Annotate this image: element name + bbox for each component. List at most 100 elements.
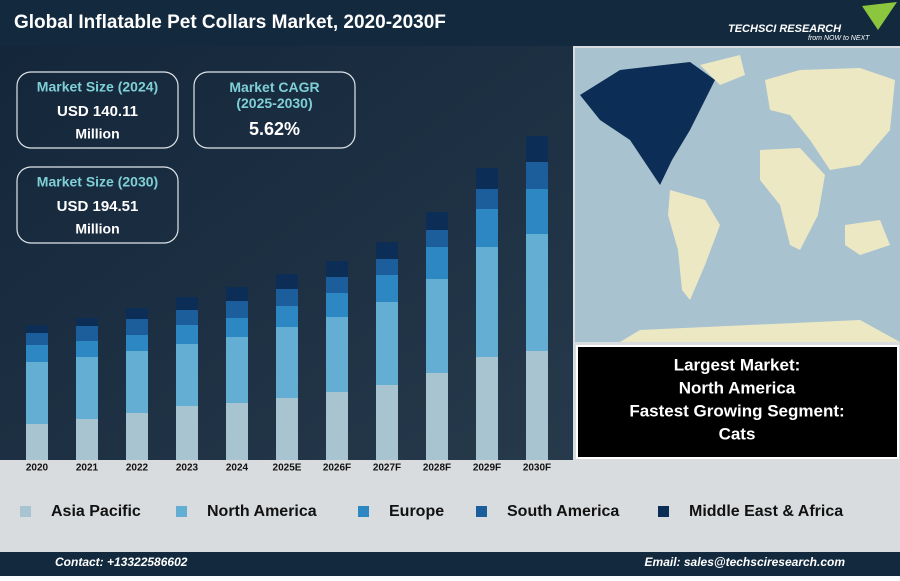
map	[575, 48, 900, 342]
bar-segment	[226, 318, 248, 337]
bar-segment	[526, 234, 548, 351]
map-north-america	[580, 62, 715, 185]
info-line: Cats	[719, 424, 756, 443]
bar-segment	[26, 333, 48, 345]
x-tick-label: 2026F	[323, 463, 351, 474]
bar-segment	[76, 341, 98, 357]
header-bar	[0, 0, 900, 46]
x-tick-label: 2020	[26, 463, 49, 474]
bar-segment	[226, 403, 248, 460]
bar-segment	[76, 318, 98, 326]
bar-segment	[26, 325, 48, 333]
legend-label: South America	[507, 503, 619, 520]
bar-segment	[476, 168, 498, 189]
bar-segment	[276, 274, 298, 289]
map-south-america	[668, 190, 720, 300]
bar-segment	[76, 326, 98, 341]
map-antarctica	[620, 320, 900, 342]
legend-label: Europe	[389, 503, 444, 520]
bar-segment	[426, 247, 448, 279]
stat-unit: Million	[75, 126, 119, 142]
bar-segment	[126, 308, 148, 319]
x-tick-label: 2021	[76, 463, 99, 474]
x-tick-label: 2028F	[423, 463, 451, 474]
x-tick-label: 2023	[176, 463, 199, 474]
x-tick-label: 2022	[126, 463, 149, 474]
info-line: Largest Market:	[674, 355, 801, 374]
bar-segment	[26, 345, 48, 362]
logo: TECHSCI RESEARCH	[728, 23, 842, 35]
bar-segment	[326, 277, 348, 293]
bar-segment	[526, 351, 548, 460]
bar-segment	[426, 230, 448, 247]
info-line: North America	[679, 378, 796, 397]
x-tick-label: 2030F	[523, 463, 551, 474]
logo-tagline: from NOW to NEXT	[808, 35, 870, 42]
bar-segment	[526, 162, 548, 189]
bar-segment	[426, 373, 448, 460]
bar-segment	[376, 259, 398, 275]
stat-box	[193, 71, 356, 149]
bar-segment	[426, 279, 448, 373]
legend-label: North America	[207, 503, 317, 520]
legend-swatch	[358, 506, 369, 517]
bar-segment	[276, 306, 298, 327]
footer-bar	[0, 552, 900, 576]
logo-icon	[862, 2, 897, 30]
bar-segment	[26, 424, 48, 460]
legend-swatch	[176, 506, 187, 517]
stat-label: Market CAGR (2025-2030)	[229, 79, 319, 111]
bar-segment	[176, 310, 198, 325]
title: Global Inflatable Pet Collars Market, 20…	[14, 12, 446, 33]
bar-segment	[376, 302, 398, 385]
x-tick-label: 2029F	[473, 463, 501, 474]
bar-segment	[126, 319, 148, 335]
map-africa	[760, 148, 825, 250]
legend-swatch	[476, 506, 487, 517]
x-tick-label: 2025E	[273, 463, 302, 474]
bar-segment	[226, 287, 248, 301]
bar-segment	[426, 212, 448, 230]
stat-value: USD 140.11	[57, 103, 138, 120]
bar-segment	[326, 261, 348, 277]
bar-segment	[526, 189, 548, 234]
map-eurasia	[765, 68, 895, 170]
map-greenland	[700, 55, 745, 85]
legend-swatch	[658, 506, 669, 517]
bar-segment	[376, 242, 398, 259]
bar-segment	[276, 327, 298, 398]
footer-contact: Contact: +13322586602	[55, 555, 188, 569]
x-tick-label: 2024	[226, 463, 249, 474]
bar-segment	[76, 419, 98, 460]
bar-segment	[476, 357, 498, 460]
bar-segment	[526, 136, 548, 162]
bar-segment	[476, 209, 498, 247]
bar-segment	[376, 275, 398, 302]
stat-unit: Million	[75, 221, 119, 237]
bar-segment	[376, 385, 398, 460]
bar-segment	[476, 189, 498, 209]
info-line: Fastest Growing Segment:	[629, 401, 844, 420]
bar-segment	[226, 301, 248, 318]
stat-label-line: Market CAGR	[229, 79, 319, 95]
bar-segment	[476, 247, 498, 357]
bar-segment	[176, 297, 198, 310]
bar-segment	[276, 289, 298, 306]
legend-label: Asia Pacific	[51, 503, 141, 520]
bar-segment	[26, 362, 48, 424]
stat-value: 5.62%	[249, 119, 300, 139]
stat-label: Market Size (2024)	[37, 79, 158, 95]
bar-segment	[176, 344, 198, 406]
info-box	[576, 345, 899, 459]
info-text: Largest Market: North America Fastest Grow…	[629, 355, 844, 443]
legend-swatch	[20, 506, 31, 517]
bar-segment	[326, 317, 348, 392]
bar-segment	[126, 351, 148, 413]
legend-label: Middle East & Africa	[689, 503, 843, 520]
bar-segment	[326, 293, 348, 317]
footer-email: Email: sales@techsciresearch.com	[645, 555, 846, 569]
bar-segment	[276, 398, 298, 460]
stat-box	[16, 71, 179, 149]
bar-segment	[126, 335, 148, 351]
